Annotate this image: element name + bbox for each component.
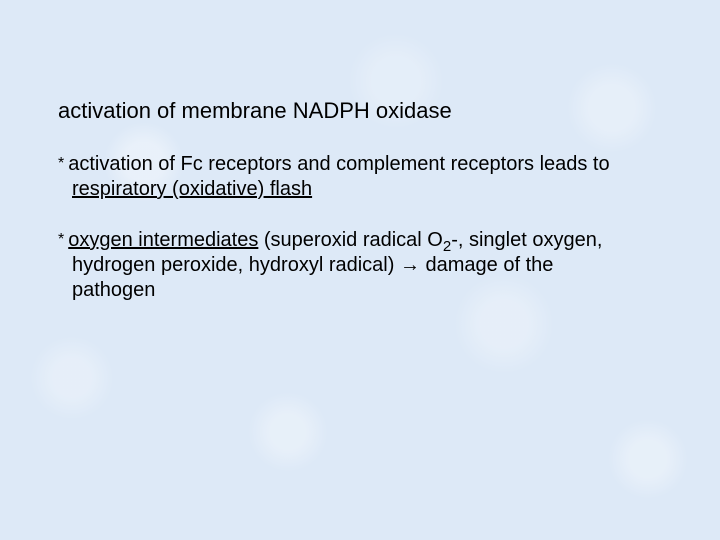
bullet-text: activation of Fc receptors and complemen…: [68, 153, 609, 175]
slide: activation of membrane NADPH oxidase *ac…: [0, 0, 720, 540]
slide-title: activation of membrane NADPH oxidase: [58, 98, 650, 124]
bullet-marker: *: [58, 155, 68, 172]
bullet-underlined: respiratory (oxidative) flash: [72, 178, 312, 200]
bullet-item: *activation of Fc receptors and compleme…: [58, 152, 638, 202]
bullet-text: (superoxid radical O: [258, 229, 443, 251]
bullet-item: *oxygen intermediates (superoxid radical…: [58, 228, 638, 303]
bullet-underlined: oxygen intermediates: [68, 229, 258, 251]
bullet-marker: *: [58, 231, 68, 248]
subscript: 2: [443, 238, 451, 255]
